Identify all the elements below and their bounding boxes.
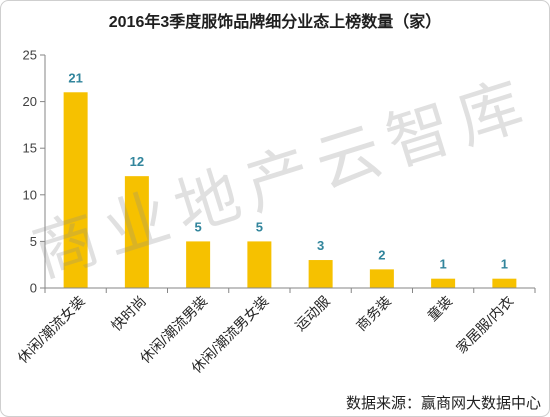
bar [369,269,394,288]
bar [63,92,88,288]
axis-ticks [40,54,536,293]
bar [247,241,272,288]
bar [492,278,517,288]
y-tick-label: 15 [23,141,37,156]
data-label: 3 [317,238,324,253]
data-label: 1 [501,257,508,272]
bar-series [63,92,517,288]
bar [308,260,333,288]
data-label: 5 [256,219,263,234]
data-label: 21 [68,70,82,85]
data-source-note: 数据来源：赢商网大数据中心 [346,395,541,412]
bar [186,241,211,288]
data-label: 2 [378,247,385,262]
data-label: 5 [195,219,202,234]
y-tick-label: 5 [30,234,37,249]
y-tick-label: 20 [23,94,37,109]
data-label: 12 [130,154,144,169]
chart-title: 2016年3季度服饰品牌细分业态上榜数量（家） [109,12,442,31]
y-tick-label: 0 [30,281,37,296]
bar [124,176,149,288]
y-tick-label: 10 [23,187,37,202]
data-label: 1 [440,257,447,272]
bar [431,278,456,288]
y-tick-label: 25 [23,48,37,63]
